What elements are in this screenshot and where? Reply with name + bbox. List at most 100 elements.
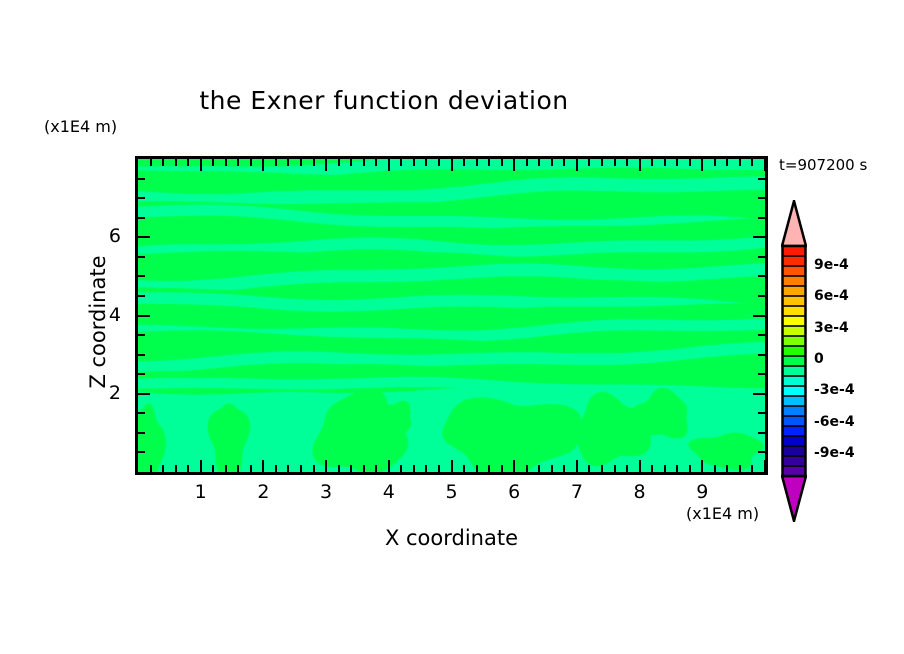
x-minor-tick-top <box>162 159 165 166</box>
x-major-tick-top <box>513 159 516 171</box>
x-tick-label: 7 <box>570 481 583 503</box>
y-minor-tick-right <box>758 275 765 278</box>
colorbar-band <box>781 265 807 278</box>
x-tick-label: 3 <box>320 481 333 503</box>
x-minor-tick-top <box>412 159 415 166</box>
x-minor-tick-top <box>287 159 290 166</box>
x-minor-tick <box>412 465 415 472</box>
x-minor-tick <box>550 465 553 472</box>
y-minor-tick <box>138 294 145 297</box>
y-minor-tick <box>138 431 145 434</box>
x-minor-tick-top <box>425 159 428 166</box>
x-minor-tick-top <box>237 159 240 166</box>
y-minor-tick-right <box>758 412 765 415</box>
x-minor-tick-top <box>375 159 378 166</box>
y-minor-tick-right <box>758 334 765 337</box>
x-major-tick <box>701 460 704 472</box>
x-major-tick <box>325 460 328 472</box>
colorbar-band <box>781 245 807 258</box>
x-minor-tick-top <box>488 159 491 166</box>
colorbar-band <box>781 435 807 448</box>
y-minor-tick-right <box>758 353 765 356</box>
x-minor-tick <box>350 465 353 472</box>
x-tick-label: 1 <box>194 481 207 503</box>
x-minor-tick <box>174 465 177 472</box>
x-minor-tick <box>676 465 679 472</box>
y-minor-tick-right <box>758 431 765 434</box>
colorbar-band <box>781 365 807 378</box>
colorbar-band <box>781 295 807 308</box>
y-minor-tick <box>138 197 145 200</box>
colorbar-band <box>781 315 807 328</box>
colorbar-band <box>781 445 807 458</box>
x-tick-label: 9 <box>696 481 709 503</box>
x-major-tick-top <box>638 159 641 171</box>
x-major-tick-top <box>450 159 453 171</box>
y-minor-tick-right <box>758 294 765 297</box>
y-minor-tick <box>138 334 145 337</box>
x-major-tick <box>199 460 202 472</box>
x-minor-tick-top <box>362 159 365 166</box>
x-minor-tick <box>287 465 290 472</box>
x-major-tick <box>575 460 578 472</box>
colorbar-under-arrow <box>781 474 807 522</box>
x-minor-tick <box>300 465 303 472</box>
y-minor-tick-right <box>758 197 765 200</box>
x-minor-tick <box>312 465 315 472</box>
x-minor-tick <box>362 465 365 472</box>
x-major-tick <box>513 460 516 472</box>
x-major-tick <box>262 460 265 472</box>
x-minor-tick-top <box>738 159 741 166</box>
x-major-tick-top <box>199 159 202 171</box>
x-minor-tick-top <box>300 159 303 166</box>
x-minor-tick-top <box>174 159 177 166</box>
x-minor-tick <box>237 465 240 472</box>
x-minor-tick-top <box>600 159 603 166</box>
timestamp-annotation: t=907200 s <box>779 156 868 174</box>
y-minor-tick <box>138 451 145 454</box>
x-minor-tick-top <box>400 159 403 166</box>
colorbar-band <box>781 355 807 368</box>
x-minor-tick <box>149 465 152 472</box>
y-major-tick-right <box>753 392 765 395</box>
x-tick-label: 8 <box>633 481 646 503</box>
page-title: the Exner function deviation <box>199 86 569 115</box>
x-minor-tick <box>525 465 528 472</box>
x-major-tick <box>638 460 641 472</box>
x-minor-tick-top <box>588 159 591 166</box>
x-minor-tick-top <box>274 159 277 166</box>
x-major-tick <box>387 460 390 472</box>
colorbar-band <box>781 325 807 338</box>
x-minor-tick-top <box>500 159 503 166</box>
colorbar <box>781 200 807 522</box>
y-major-tick-right <box>753 314 765 317</box>
x-minor-tick-top <box>613 159 616 166</box>
x-minor-tick-top <box>663 159 666 166</box>
x-minor-tick <box>751 465 754 472</box>
x-minor-tick <box>375 465 378 472</box>
x-minor-tick <box>224 465 227 472</box>
x-minor-tick <box>663 465 666 472</box>
y-major-tick <box>138 314 150 317</box>
x-major-tick-top <box>701 159 704 171</box>
colorbar-band <box>781 375 807 388</box>
x-minor-tick <box>600 465 603 472</box>
colorbar-over-arrow <box>781 200 807 248</box>
x-minor-tick <box>400 465 403 472</box>
y-axis-units-label: (x1E4 m) <box>44 117 118 136</box>
x-minor-tick-top <box>563 159 566 166</box>
y-minor-tick <box>138 412 145 415</box>
colorbar-band <box>781 415 807 428</box>
x-minor-tick <box>249 465 252 472</box>
x-major-tick <box>450 460 453 472</box>
colorbar-tick-label: 0 <box>814 351 824 367</box>
x-minor-tick-top <box>463 159 466 166</box>
y-tick-label: 4 <box>108 303 121 326</box>
x-tick-label: 5 <box>445 481 458 503</box>
colorbar-band <box>781 405 807 418</box>
x-minor-tick <box>713 465 716 472</box>
x-minor-tick-top <box>676 159 679 166</box>
colorbar-band <box>781 425 807 438</box>
colorbar-body-outline <box>781 244 807 478</box>
x-major-tick-top <box>764 159 766 171</box>
